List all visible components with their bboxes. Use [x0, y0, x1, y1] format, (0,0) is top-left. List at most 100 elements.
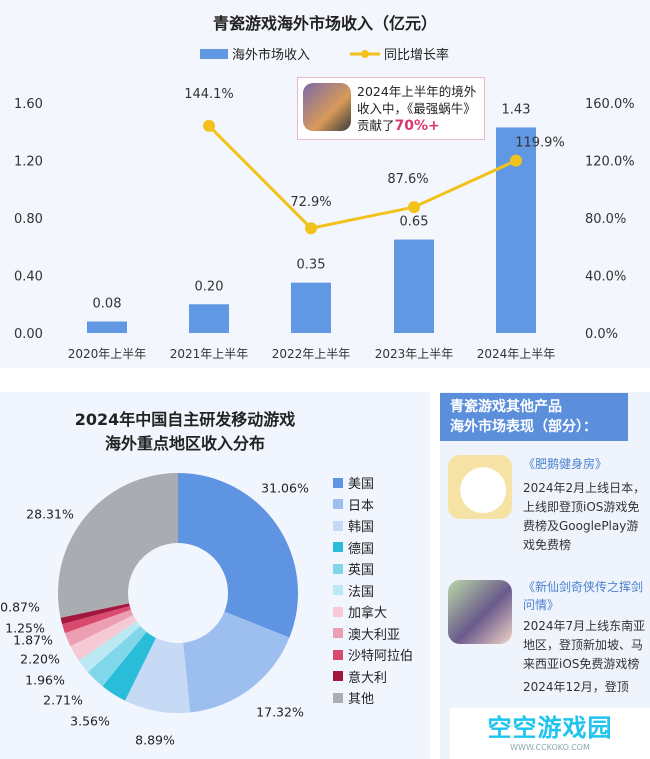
side-header: 青瓷游戏其他产品海外市场表现（部分）： [440, 393, 628, 441]
watermark: 空空游戏园 WWW.CCKOKO.COM [450, 708, 650, 759]
legend-label: 沙特阿拉伯 [348, 649, 414, 664]
revenue-bar [394, 239, 434, 333]
legend-swatch [333, 606, 343, 617]
legend-swatch [333, 520, 343, 531]
left-axis-tick: 0.40 [14, 270, 43, 285]
donut-slice [57, 473, 178, 618]
pie-title-line1: 2024年中国自主研发移动游戏 [74, 410, 296, 429]
legend-label: 其他 [348, 692, 375, 707]
slice-label: 1.25% [5, 620, 45, 636]
legend-label: 澳大利亚 [348, 627, 401, 643]
side-title-2: 海外市场表现（部分）： [450, 419, 597, 435]
bar-value-label: 1.43 [502, 102, 531, 117]
left-axis-tick: 0.00 [14, 327, 43, 342]
bar-value-label: 0.20 [195, 279, 224, 294]
legend-label: 日本 [348, 498, 375, 514]
growth-line [207, 124, 517, 230]
annotation-text: 2024年上半年的境外收入中，《最强蜗牛》贡献了 [357, 84, 477, 133]
legend-item: 英国 [333, 559, 374, 578]
donut-slice [64, 609, 134, 647]
growth-label: 144.1% [184, 87, 234, 102]
slice-label: 28.31% [26, 506, 74, 522]
x-axis-tick: 2021年上半年 [170, 347, 249, 361]
product-2-desc: 2024年7月上线东南亚地区，登顶新加坡、马来西亚iOS免费游戏榜 [523, 619, 646, 671]
growth-label: 72.9% [290, 195, 331, 210]
legend-item: 澳大利亚 [333, 624, 400, 643]
legend-swatch [333, 692, 343, 703]
donut-slice [102, 631, 156, 701]
legend-item: 意大利 [333, 667, 387, 686]
legend-label: 美国 [348, 477, 375, 492]
product-2: 《新仙剑奇侠传之挥剑问情》 2024年7月上线东南亚地区，登顶新加坡、马来西亚i… [523, 578, 648, 697]
product-1-desc: 2024年2月上线日本，上线即登顶iOS游戏免费榜及GooglePlay游戏免费… [523, 481, 646, 552]
left-axis-tick: 0.80 [14, 212, 43, 227]
donut-slice [178, 473, 298, 638]
annotation-highlight: 70%+ [394, 118, 440, 134]
legend-label: 法国 [348, 584, 375, 600]
right-axis-tick: 120.0% [585, 155, 635, 170]
bar-chart-title: 青瓷游戏海外市场收入（亿元） [212, 14, 437, 33]
left-axis-tick: 1.60 [14, 97, 43, 112]
right-axis-tick: 40.0% [585, 270, 626, 285]
legend-swatch [333, 563, 343, 574]
revenue-bar [87, 321, 127, 333]
legend-bar: 海外市场收入 [200, 44, 310, 63]
revenue-bar [291, 282, 331, 333]
watermark-logo-text: 空空游戏园 [487, 714, 613, 742]
right-axis-tick: 0.0% [585, 327, 618, 342]
slice-label: 1.87% [13, 632, 53, 648]
legend-item: 其他 [333, 688, 374, 707]
pie-chart-title: 2024年中国自主研发移动游戏 海外重点地区收入分布 [0, 408, 370, 456]
legend-item: 加拿大 [333, 602, 387, 621]
legend-bar-swatch [200, 48, 228, 59]
donut-slice [70, 615, 137, 661]
product-1-name: 《肥鹅健身房》 [523, 457, 608, 471]
legend-swatch [333, 628, 343, 638]
donut-slice [60, 603, 130, 625]
legend-swatch [333, 671, 343, 681]
legend-label: 韩国 [348, 520, 375, 535]
xianjian-game-icon [448, 580, 512, 644]
donut-slice [78, 621, 141, 673]
pie-title-line2: 海外重点地区收入分布 [104, 434, 265, 453]
right-axis-tick: 160.0% [585, 97, 635, 112]
growth-point [510, 154, 522, 167]
donut-slice [87, 625, 147, 687]
slice-label: 17.32% [256, 704, 304, 720]
legend-item: 沙特阿拉伯 [333, 645, 413, 664]
legend-swatch [333, 477, 343, 488]
legend-swatch [333, 499, 343, 509]
legend-item: 法国 [333, 581, 374, 600]
growth-point [305, 222, 317, 235]
product-2-name: 《新仙剑奇侠传之挥剑问情》 [523, 580, 644, 612]
growth-point [203, 119, 215, 132]
legend-swatch [333, 649, 343, 660]
right-axis-tick: 80.0% [585, 212, 626, 227]
bar-value-label: 0.08 [93, 297, 122, 312]
slice-label: 8.89% [135, 732, 175, 748]
growth-label: 119.9% [515, 136, 565, 151]
legend-label: 德国 [348, 541, 375, 557]
donut-chart [57, 473, 298, 713]
side-title-1: 青瓷游戏其他产品 [450, 399, 562, 415]
bar-value-label: 0.65 [400, 215, 429, 230]
donut-slice [62, 605, 131, 634]
donut-slice [125, 637, 191, 713]
slice-label: 2.71% [43, 692, 83, 708]
legend-label: 英国 [348, 563, 375, 578]
legend-label: 加拿大 [348, 606, 388, 621]
slice-label: 0.87% [0, 599, 40, 615]
x-axis-tick: 2023年上半年 [375, 347, 454, 361]
slice-label: 2.20% [20, 651, 60, 667]
bar-value-label: 0.35 [297, 258, 326, 273]
legend-item: 日本 [333, 495, 374, 514]
legend-label: 意大利 [348, 670, 388, 686]
product-2-desc2: 2024年12月，登顶 [523, 680, 629, 694]
legend-line-label: 同比增长率 [384, 48, 450, 63]
legend-line: 同比增长率 [350, 44, 449, 63]
left-axis-tick: 1.20 [14, 155, 43, 170]
product-1: 《肥鹅健身房》 2024年2月上线日本，上线即登顶iOS游戏免费榜及Google… [523, 455, 648, 555]
slice-label: 3.56% [70, 713, 110, 729]
snail-game-icon [303, 83, 351, 131]
bar-chart-legend: 海外市场收入 同比增长率 [200, 44, 449, 63]
